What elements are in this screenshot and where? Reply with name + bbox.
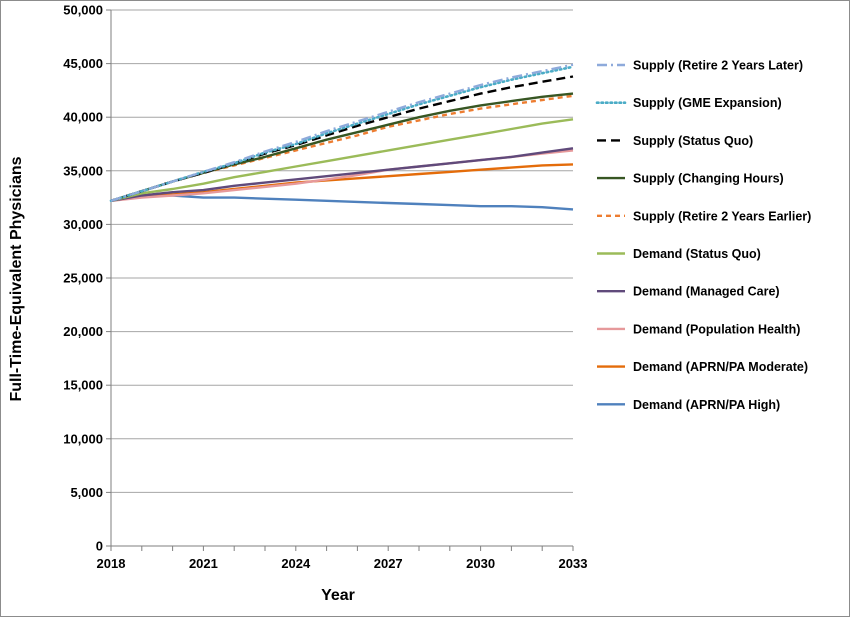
y-tick-label: 35,000 bbox=[63, 163, 103, 178]
legend-label: Demand (APRN/PA High) bbox=[633, 398, 780, 412]
y-tick-label: 25,000 bbox=[63, 271, 103, 286]
axes: 0 5,000 10,000 15,000 20,000 25,000 30,000 35,0… bbox=[63, 3, 587, 572]
legend-label: Demand (Population Health) bbox=[633, 322, 800, 336]
legend-label: Demand (APRN/PA Moderate) bbox=[633, 360, 808, 374]
legend-label: Supply (Changing Hours) bbox=[633, 172, 784, 186]
series-line-supply-status-quo bbox=[110, 75, 574, 202]
legend: Supply (Retire 2 Years Later) Supply (GME… bbox=[595, 59, 811, 412]
y-tick-label: 15,000 bbox=[63, 378, 103, 393]
y-tick-label: 30,000 bbox=[63, 217, 103, 232]
series-lines bbox=[109, 63, 575, 211]
series-line-supply-retire-2-years-earlier bbox=[110, 94, 574, 202]
y-tick-label: 50,000 bbox=[63, 3, 103, 18]
x-tick-label: 2030 bbox=[466, 556, 495, 571]
x-tick-label: 2021 bbox=[189, 556, 218, 571]
series-line-supply-gme-expansion bbox=[109, 65, 575, 203]
x-tick-label: 2024 bbox=[281, 556, 311, 571]
legend-label: Supply (Retire 2 Years Later) bbox=[633, 59, 803, 73]
x-tick-label: 2033 bbox=[559, 556, 588, 571]
series-line-demand-aprn-pa-high bbox=[110, 194, 574, 211]
y-axis-title: Full-Time-Equivalent Physicians bbox=[8, 156, 25, 401]
legend-label: Supply (Retire 2 Years Earlier) bbox=[633, 209, 811, 223]
y-tick-label: 45,000 bbox=[63, 56, 103, 71]
x-tick-label: 2027 bbox=[374, 556, 403, 571]
y-tick-label: 5,000 bbox=[70, 485, 103, 500]
y-tick-label: 0 bbox=[96, 539, 103, 554]
gridlines bbox=[111, 9, 573, 493]
series-line-demand-status-quo bbox=[110, 118, 574, 202]
x-axis-title: Year bbox=[321, 587, 355, 604]
legend-label: Supply (GME Expansion) bbox=[633, 96, 782, 110]
y-tick-label: 20,000 bbox=[63, 324, 103, 339]
series-line-supply-retire-2-years-later bbox=[110, 63, 574, 202]
series-line-supply-changing-hours bbox=[110, 92, 574, 202]
legend-label: Demand (Status Quo) bbox=[633, 247, 761, 261]
x-tick-label: 2018 bbox=[97, 556, 126, 571]
series-line-demand-managed-care bbox=[110, 147, 574, 202]
legend-label: Supply (Status Quo) bbox=[633, 134, 753, 148]
y-tick-label: 40,000 bbox=[63, 110, 103, 125]
y-tick-label: 10,000 bbox=[63, 431, 103, 446]
legend-label: Demand (Managed Care) bbox=[633, 285, 780, 299]
